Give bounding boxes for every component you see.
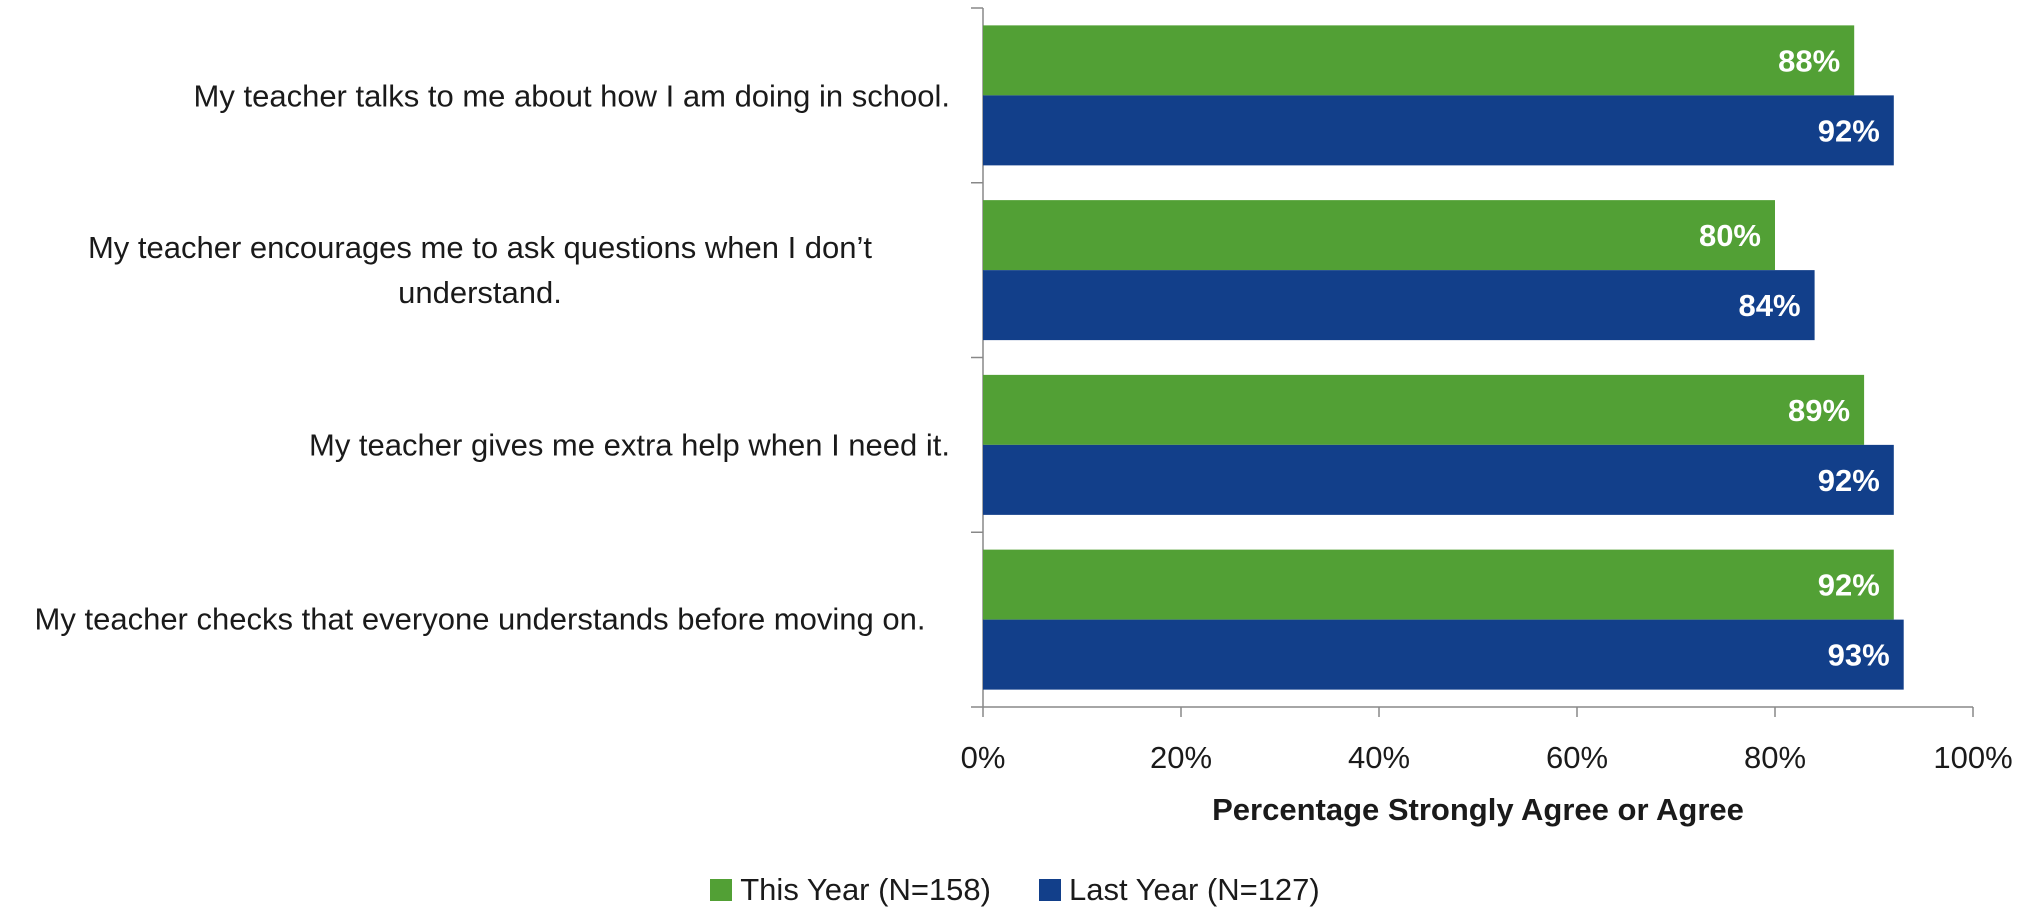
bar-s2-c2 — [983, 270, 1815, 341]
legend-label-last-year: Last Year (N=127) — [1068, 872, 1320, 907]
x-tick-label-2: 40% — [1348, 740, 1410, 775]
legend-label-this-year: This Year (N=158) — [740, 872, 991, 907]
x-tick-label-5: 100% — [1933, 740, 2012, 775]
x-tick-label-3: 60% — [1546, 740, 1608, 775]
x-tick-label-1: 20% — [1150, 740, 1212, 775]
x-tick-label-4: 80% — [1744, 740, 1806, 775]
data-label-s1-c4: 92% — [1818, 568, 1880, 603]
bar-s2-c3 — [983, 444, 1894, 515]
x-tick-label-0: 0% — [961, 740, 1006, 775]
data-label-s2-c1: 92% — [1818, 113, 1880, 148]
data-label-s1-c2: 80% — [1699, 218, 1761, 253]
category-label-3: My teacher gives me extra help when I ne… — [309, 427, 950, 463]
data-label-s1-c1: 88% — [1778, 43, 1840, 78]
data-label-s2-c4: 93% — [1828, 638, 1890, 673]
bar-s1-c3 — [983, 374, 1865, 445]
legend-item-last-year: Last Year (N=127) — [1038, 872, 1320, 908]
bar-s1-c2 — [983, 200, 1775, 271]
category-label-2: My teacher encourages me to ask question… — [87, 230, 873, 310]
legend-item-this-year: This Year (N=158) — [710, 872, 991, 908]
bar-s2-c4 — [983, 619, 1904, 690]
data-label-s2-c3: 92% — [1818, 463, 1880, 498]
data-label-s2-c2: 84% — [1739, 288, 1801, 323]
category-label-1: My teacher talks to me about how I am do… — [193, 78, 950, 114]
bar-s1-c1 — [983, 25, 1855, 96]
bar-s1-c4 — [983, 549, 1894, 620]
x-axis-title: Percentage Strongly Agree or Agree — [1212, 792, 1744, 827]
data-label-s1-c3: 89% — [1788, 393, 1850, 428]
bar-s2-c1 — [983, 95, 1894, 166]
legend-swatch-last-year — [1038, 879, 1061, 901]
legend-swatch-this-year — [710, 879, 733, 901]
legend: This Year (N=158) Last Year (N=127) — [0, 872, 2030, 908]
category-label-4: My teacher checks that everyone understa… — [34, 601, 926, 637]
